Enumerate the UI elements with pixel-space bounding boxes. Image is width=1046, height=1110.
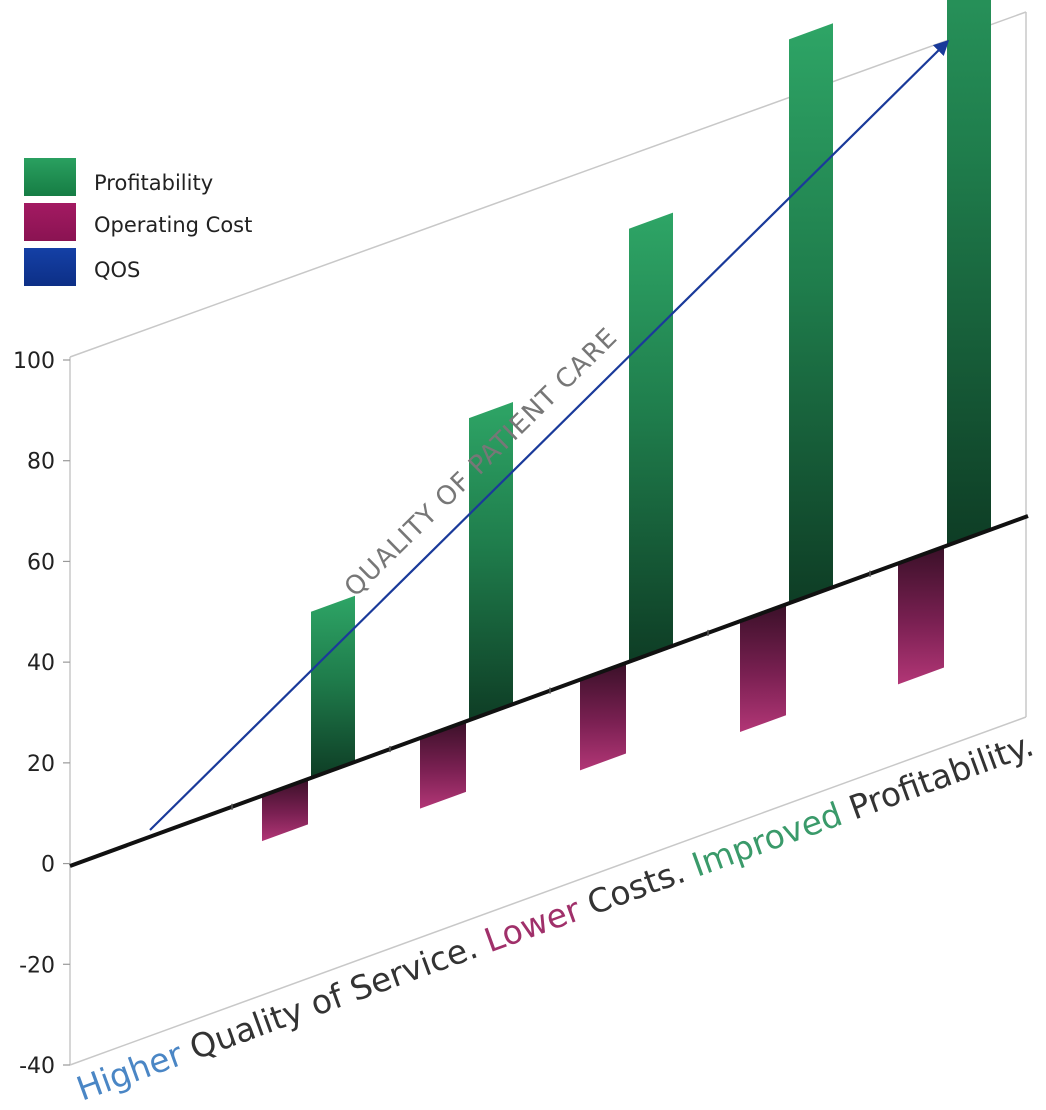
y-tick-label: -20 — [19, 953, 55, 978]
legend: Profitability Operating Cost QOS — [24, 158, 252, 286]
tagline-segment: Higher — [71, 1034, 188, 1108]
legend-label-profitability: Profitability — [94, 171, 213, 195]
operating-cost-bar — [420, 721, 466, 809]
baseline-ticks — [231, 570, 871, 810]
plot-frame — [69, 11, 1027, 1066]
profit-bar — [947, 0, 991, 546]
legend-swatch-operating-cost — [24, 203, 76, 241]
bars — [262, 0, 991, 842]
y-tick-label: 20 — [27, 752, 55, 777]
profit-bar — [629, 212, 673, 662]
y-tick-label: 80 — [27, 450, 55, 475]
legend-swatch-qos — [24, 248, 76, 286]
y-tick-label: 40 — [27, 651, 55, 676]
tagline: Higher Quality of Service. Lower Costs. … — [71, 725, 1038, 1109]
tagline-segment: Improved — [677, 794, 847, 888]
profit-bar — [311, 595, 355, 778]
frame-bottom-edge — [69, 716, 1027, 1066]
legend-swatch-profitability — [24, 158, 76, 196]
tagline-segment: Costs. — [572, 852, 690, 927]
operating-cost-bar — [580, 662, 626, 771]
y-tick-label: 0 — [41, 853, 55, 878]
y-tick-label: 100 — [13, 349, 55, 374]
operating-cost-bar — [262, 779, 308, 842]
tagline-segment: Profitability. — [834, 725, 1039, 831]
legend-label-operating-cost: Operating Cost — [94, 213, 252, 237]
tagline-segment: Lower — [469, 890, 585, 964]
qos-arrow — [149, 39, 950, 831]
legend-label-qos: QOS — [94, 258, 140, 282]
y-tick-label: -40 — [19, 1054, 55, 1079]
frame-top-edge — [69, 11, 1027, 358]
operating-cost-bar — [898, 546, 944, 685]
tagline-segment: Quality of Service. — [174, 927, 482, 1071]
y-axis-ticks: 100 80 60 40 20 0 -20 -40 — [13, 349, 70, 1079]
profit-bar — [789, 23, 833, 604]
operating-cost-bar — [740, 604, 786, 733]
y-tick-label: 60 — [27, 550, 55, 575]
zero-baseline — [69, 514, 1029, 868]
